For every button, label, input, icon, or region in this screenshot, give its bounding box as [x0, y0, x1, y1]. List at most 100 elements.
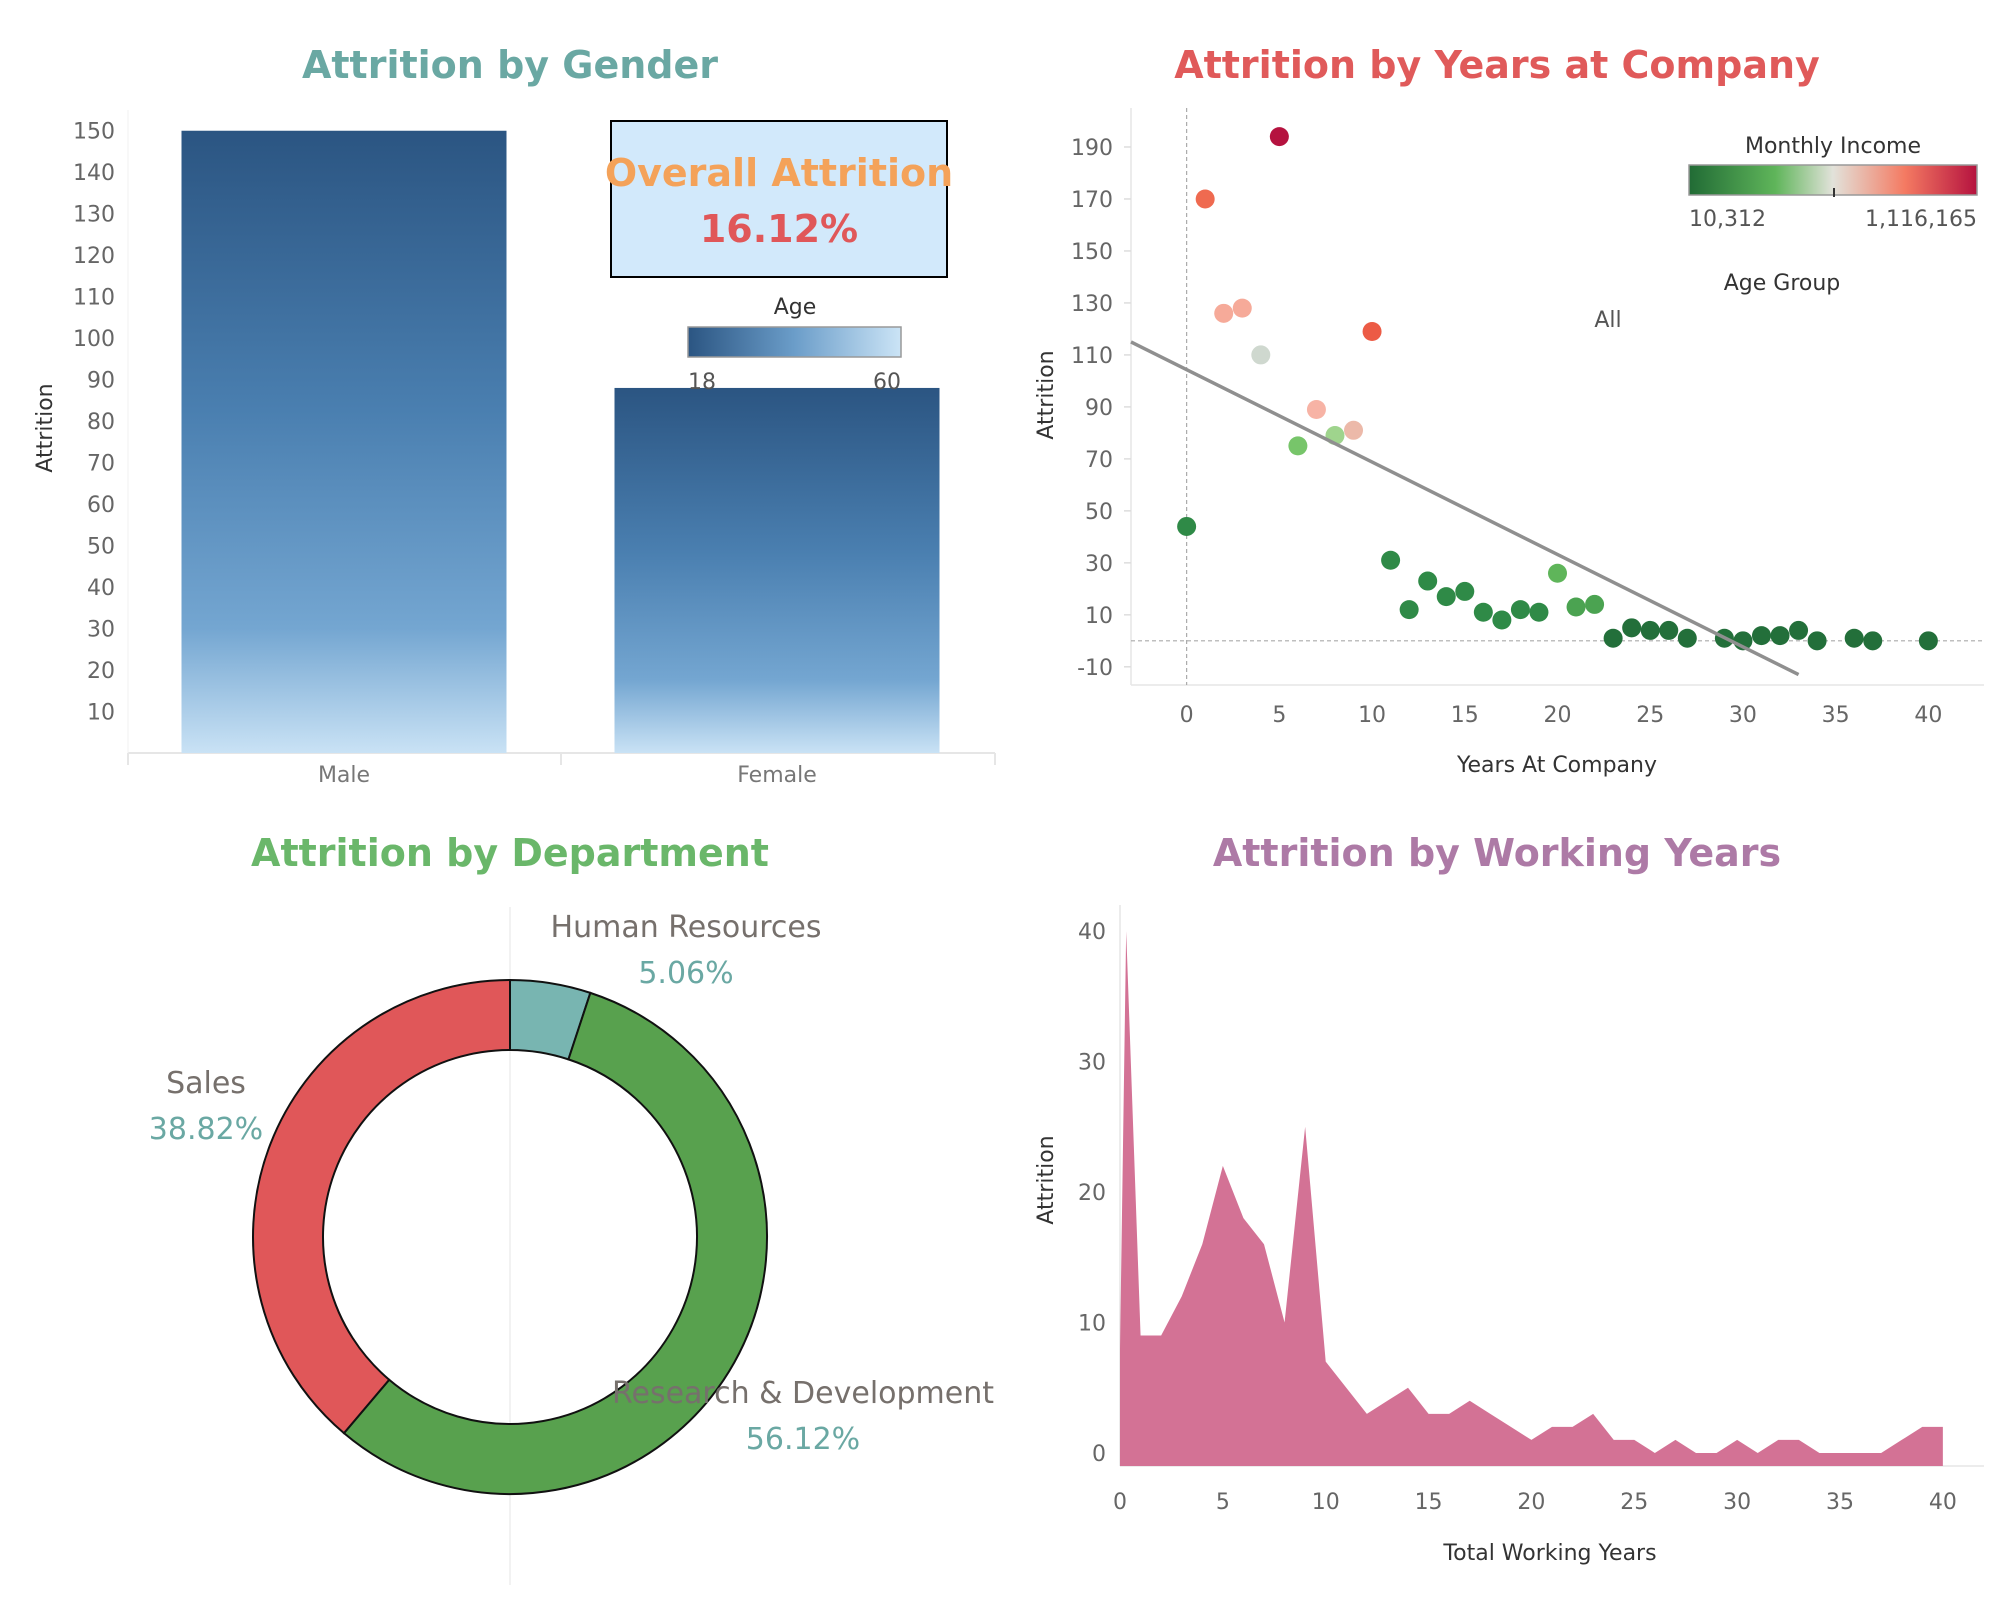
scatter-point	[1566, 597, 1586, 617]
y-tick-label: 10	[1078, 1311, 1106, 1336]
scatter-point	[1529, 602, 1549, 622]
y-tick-label: 90	[87, 369, 115, 394]
slice-label-value: 56.12%	[746, 1422, 860, 1457]
scatter-point	[1269, 127, 1289, 147]
scatter-point	[1603, 628, 1623, 648]
y-axis-label: Attrition	[33, 383, 58, 472]
scatter-point	[1510, 600, 1530, 620]
x-tick-label: 40	[1914, 703, 1942, 728]
scatter-point	[1418, 571, 1438, 591]
slice-label-name: Sales	[166, 1066, 246, 1101]
scatter-point	[1381, 550, 1401, 570]
x-tick-label: Male	[318, 763, 370, 788]
scatter-point	[1214, 303, 1234, 323]
scatter-point	[1473, 602, 1493, 622]
y-tick-label: 0	[1092, 1442, 1106, 1467]
slice-label-value: 5.06%	[638, 956, 733, 991]
monthly-income-legend: Monthly Income 10,312 1,116,165	[1688, 134, 1978, 232]
y-tick-label: 150	[73, 120, 115, 145]
legend-max-label: 1,116,165	[1865, 207, 1977, 232]
y-tick-labels: -10 10 30 50 70 90 110 130 150 170 190	[1071, 136, 1131, 681]
bar-female	[614, 387, 940, 753]
legend-min-label: 10,312	[1689, 207, 1766, 232]
legend-max-label: 60	[873, 370, 901, 395]
donut-slice-research-development	[342, 991, 768, 1495]
scatter-point	[1751, 626, 1771, 646]
y-tick-label: 50	[87, 535, 115, 560]
trend-line	[1130, 340, 1800, 677]
y-tick-label: 120	[73, 244, 115, 269]
x-tick-label: 0	[1113, 1490, 1127, 1515]
scatter-point	[1492, 610, 1512, 630]
x-tick-labels: 0 5 10 15 20 25 30 35 40	[1180, 703, 1943, 728]
chart-title: Attrition by Working Years	[1213, 831, 1781, 875]
overall-attrition-value: 16.12%	[700, 207, 858, 251]
y-tick-label: 110	[73, 286, 115, 311]
legend-title: Monthly Income	[1745, 134, 1921, 159]
y-tick-label: 40	[1078, 920, 1106, 945]
trend-line-path	[1130, 340, 1800, 677]
area-series	[1120, 931, 1943, 1466]
y-tick-label: 10	[1085, 604, 1113, 629]
bar-male	[181, 130, 507, 753]
area-fill	[1120, 931, 1943, 1466]
legend-min-label: 18	[688, 370, 716, 395]
x-axis-label: Years At Company	[1456, 753, 1657, 778]
scatter-point	[1306, 399, 1326, 419]
scatter-point	[1362, 322, 1382, 342]
slice-label-name: Research & Development	[612, 1376, 994, 1411]
filter-value[interactable]: All	[1594, 308, 1621, 333]
x-tick-label: 20	[1517, 1490, 1545, 1515]
x-tick-labels: 0 5 10 15 20 25 30 35 40	[1113, 1490, 1957, 1515]
x-tick-label: 35	[1822, 703, 1850, 728]
y-tick-label: 70	[87, 452, 115, 477]
scatter-point	[1344, 420, 1364, 440]
legend-title: Age	[774, 295, 817, 320]
y-tick-labels: 0 10 20 30 40	[1078, 920, 1106, 1467]
y-tick-labels: 10 20 30 40 50 60 70 80 90 100 110 120 130 140 150	[73, 120, 115, 726]
x-tick-label: 0	[1180, 703, 1194, 728]
chart-title: Attrition by Department	[251, 831, 769, 875]
scatter-point	[1251, 345, 1271, 365]
scatter-point	[1399, 600, 1419, 620]
x-tick-label: 35	[1826, 1490, 1854, 1515]
zero-reference-lines	[1131, 108, 1984, 685]
y-tick-label: 190	[1071, 136, 1113, 161]
y-axis-label: Attrition	[1034, 350, 1059, 439]
y-tick-label: 30	[1078, 1051, 1106, 1076]
x-tick-label: 5	[1216, 1490, 1230, 1515]
scatter-point	[1622, 618, 1642, 638]
scatter-point	[1455, 581, 1475, 601]
scatter-point	[1918, 631, 1938, 651]
y-tick-label: 20	[87, 659, 115, 684]
donut-slices	[252, 978, 768, 1495]
age-legend: Age 18 60	[687, 295, 902, 395]
scatter-point	[1232, 298, 1252, 318]
x-tick-label: 25	[1620, 1490, 1648, 1515]
slice-label-name: Human Resources	[551, 910, 822, 945]
income-gradient-swatch	[1688, 164, 1978, 196]
age-group-filter[interactable]: Age Group All	[1594, 271, 1840, 333]
scatter-point	[1288, 436, 1308, 456]
scatter-point	[1436, 587, 1456, 607]
scatter-point	[1770, 626, 1790, 646]
x-tick-label: Female	[737, 763, 817, 788]
x-tick-label: 10	[1312, 1490, 1340, 1515]
x-tick-label: 5	[1272, 703, 1286, 728]
overall-attrition-frame	[610, 120, 948, 278]
attrition-by-gender-chart: Attrition by Gender 10203040506070809010…	[33, 43, 996, 788]
bars	[181, 130, 940, 753]
x-tick-label: 30	[1723, 1490, 1751, 1515]
attrition-by-years-at-company-chart: Attrition by Years at Company -101030507…	[1034, 43, 1984, 778]
y-tick-label: 70	[1085, 448, 1113, 473]
y-tick-label: -10	[1077, 656, 1113, 681]
y-tick-label: 90	[1085, 396, 1113, 421]
x-tick-label: 15	[1415, 1490, 1443, 1515]
age-gradient-swatch	[687, 326, 902, 358]
attrition-by-department-chart: Attrition by Department Human Resources 5…	[149, 831, 994, 1585]
scatter-point	[1585, 594, 1605, 614]
y-tick-label: 30	[87, 618, 115, 643]
y-tick-label: 100	[73, 327, 115, 352]
x-tick-label: 30	[1729, 703, 1757, 728]
scatter-point	[1789, 620, 1809, 640]
